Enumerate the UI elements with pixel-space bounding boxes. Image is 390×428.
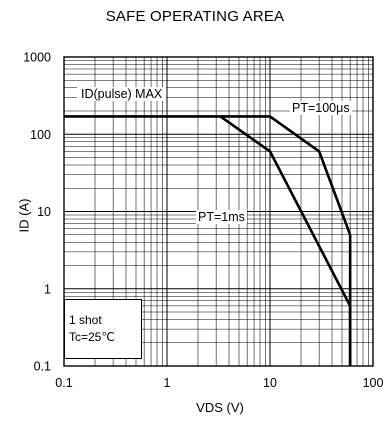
x-tick-label: 100 bbox=[363, 376, 384, 390]
label-id-pulse-max: ID(pulse) MAX bbox=[77, 87, 167, 101]
y-tick-label: 100 bbox=[30, 128, 51, 142]
y-tick-label: 1000 bbox=[23, 51, 51, 65]
x-tick-label: 1 bbox=[164, 376, 171, 390]
tick-labels: 0.1 1 10 100 1000 100 10 1 0.1 bbox=[23, 51, 383, 391]
chart-title: SAFE OPERATING AREA bbox=[105, 8, 285, 25]
series-line-1 bbox=[269, 115, 352, 366]
label-pt-100us: PT=100μs bbox=[290, 101, 352, 115]
y-tick-label: 1 bbox=[44, 282, 51, 296]
plot-frame bbox=[63, 56, 374, 367]
curves bbox=[64, 115, 352, 366]
label-pt-1ms: PT=1ms bbox=[196, 210, 247, 224]
note-shot: 1 shot bbox=[69, 313, 102, 327]
note-temperature: Tc=25℃ bbox=[69, 330, 115, 344]
test-conditions-box: 1 shot Tc=25℃ bbox=[64, 299, 142, 359]
y-tick-label: 0.1 bbox=[34, 360, 51, 374]
x-tick-label: 10 bbox=[263, 376, 277, 390]
x-tick-label: 0.1 bbox=[55, 376, 72, 390]
series-line-2 bbox=[219, 115, 352, 366]
y-axis-label: ID (A) bbox=[16, 198, 32, 233]
x-axis-label: VDS (V) bbox=[196, 400, 244, 415]
y-tick-label: 10 bbox=[37, 205, 51, 219]
